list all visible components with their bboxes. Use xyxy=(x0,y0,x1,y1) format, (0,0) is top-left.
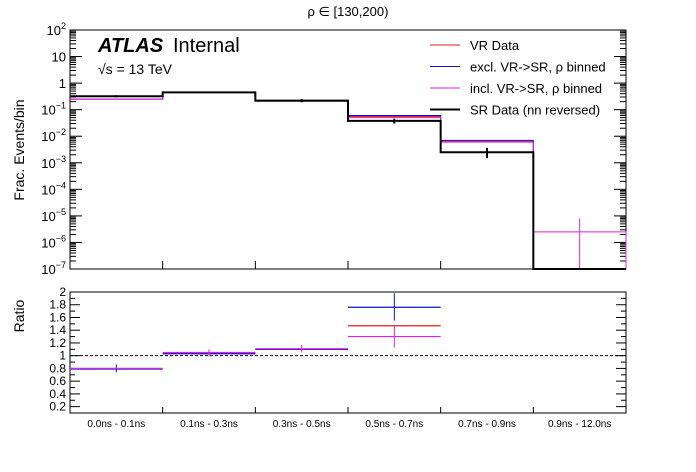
energy-label: √s = 13 TeV xyxy=(98,61,173,77)
legend-label: excl. VR->SR, ρ binned xyxy=(470,60,606,75)
y-tick-label: 10 xyxy=(52,50,66,65)
ratio-series xyxy=(70,293,441,373)
y-tick-label: 1 xyxy=(59,76,66,91)
atlas-suffix: Internal xyxy=(173,35,240,57)
y-tick-label: 10−7 xyxy=(41,260,66,277)
x-tick-label: 0.9ns - 12.0ns xyxy=(548,419,611,430)
chart-title: ρ ∈ [130,200) xyxy=(308,4,389,19)
atlas-text: ATLAS xyxy=(97,35,164,57)
y-tick-label: 10−4 xyxy=(41,180,66,197)
legend: VR Data excl. VR->SR, ρ binned incl. VR->S… xyxy=(430,38,606,118)
ratio-tick-label: 1.4 xyxy=(49,323,66,337)
y-tick-label: 10−2 xyxy=(41,127,66,144)
y-tick-label: 10−3 xyxy=(41,154,66,171)
ratio-y-axis-label: Ratio xyxy=(11,299,27,332)
main-series xyxy=(70,91,627,270)
ratio-plot: 0.20.40.60.811.21.41.61.82 Ratio 0.0ns -… xyxy=(11,285,627,430)
x-tick-label: 0.0ns - 0.1ns xyxy=(87,419,145,430)
ratio-tick-label: 1.6 xyxy=(49,310,66,324)
ratio-tick-label: 0.4 xyxy=(49,387,66,401)
legend-label: SR Data (nn reversed) xyxy=(470,103,600,118)
ratio-tick-label: 1.8 xyxy=(49,298,66,312)
x-tick-label: 0.5ns - 0.7ns xyxy=(365,419,423,430)
series-step-line xyxy=(70,91,626,270)
x-tick-label: 0.1ns - 0.3ns xyxy=(180,419,238,430)
ratio-plot-frame xyxy=(69,291,627,414)
x-tick-label: 0.3ns - 0.5ns xyxy=(273,419,331,430)
y-tick-label: 10−5 xyxy=(41,207,66,224)
y-tick-label: 10−6 xyxy=(41,233,66,250)
ratio-tick-label: 1.2 xyxy=(49,336,66,350)
y-tick-label: 102 xyxy=(47,21,66,38)
x-tick-label: 0.7ns - 0.9ns xyxy=(458,419,516,430)
main-plot: 10−7 10−6 10−5 10−4 10−3 10−2 10−1 1 10 102 Frac.… xyxy=(11,21,627,277)
main-y-axis: 10−7 10−6 10−5 10−4 10−3 10−2 10−1 1 10 102 xyxy=(41,21,627,277)
ratio-tick-label: 2 xyxy=(59,285,66,299)
ratio-tick-label: 0.8 xyxy=(49,361,66,375)
atlas-label: ATLAS Internal √s = 13 TeV xyxy=(97,35,240,77)
y-axis-label: Frac. Events/bin xyxy=(11,99,27,200)
legend-label: VR Data xyxy=(470,38,520,53)
y-tick-label: 10−1 xyxy=(41,101,66,118)
ratio-tick-label: 1 xyxy=(59,349,66,363)
ratio-tick-label: 0.2 xyxy=(49,400,66,414)
ratio-y-axis: 0.20.40.60.811.21.41.61.82 xyxy=(49,285,626,414)
x-axis: 0.0ns - 0.1ns 0.1ns - 0.3ns 0.3ns - 0.5ns 0… xyxy=(69,407,627,430)
legend-label: incl. VR->SR, ρ binned xyxy=(470,81,602,96)
ratio-tick-label: 0.6 xyxy=(49,374,66,388)
